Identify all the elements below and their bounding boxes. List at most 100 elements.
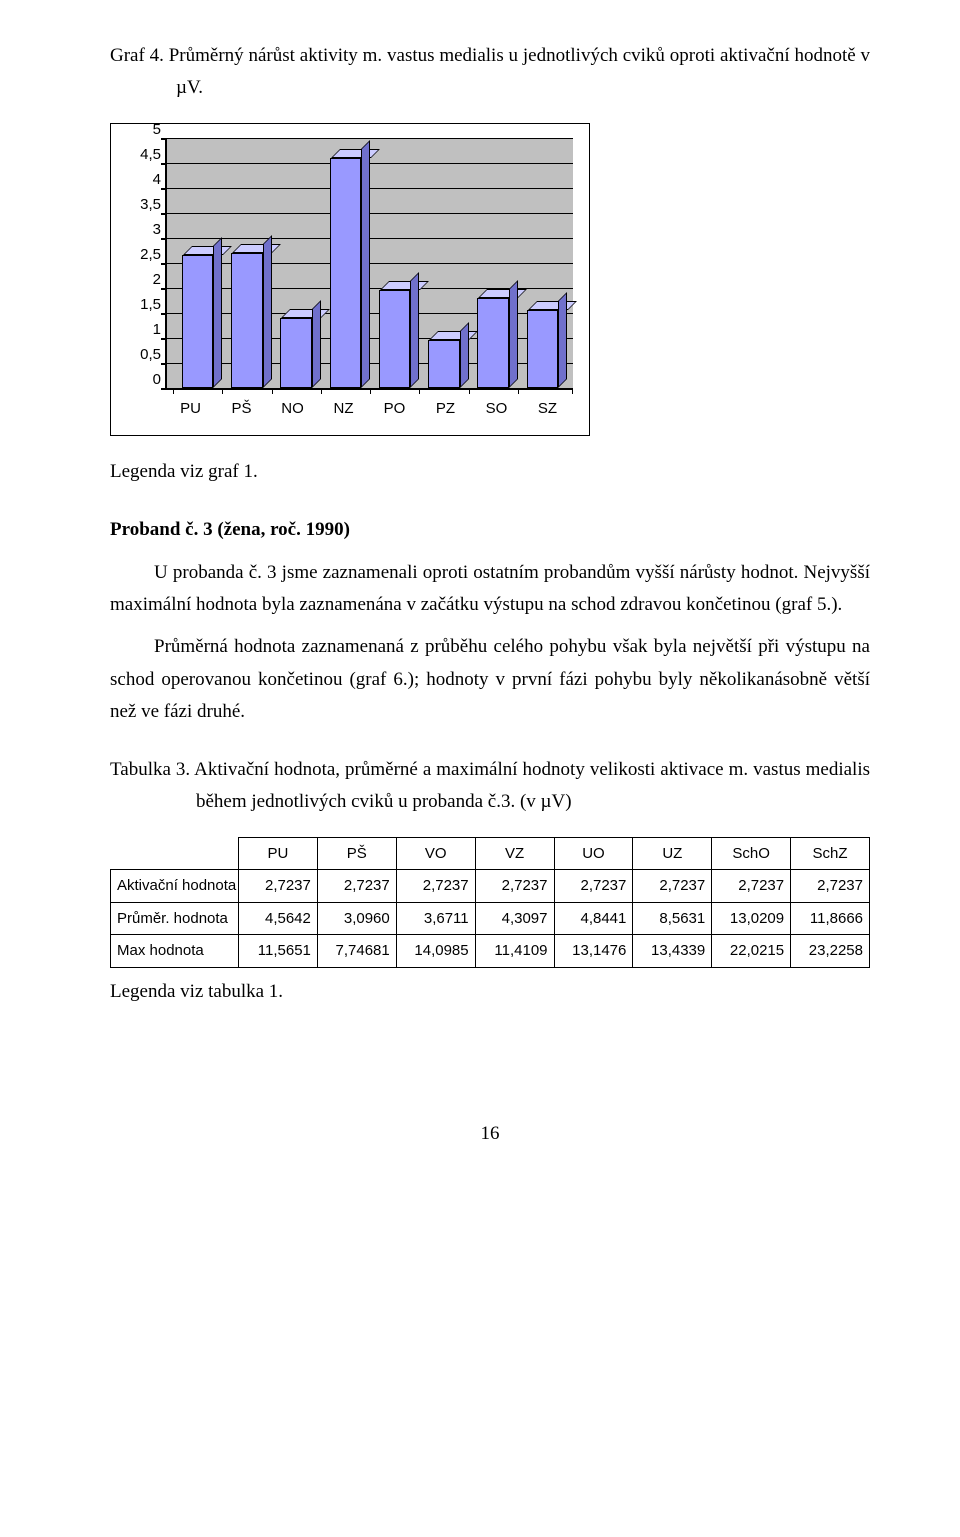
table-cell: 2,7237 xyxy=(396,870,475,903)
chart-bar-face xyxy=(280,318,312,388)
chart-bar-slot xyxy=(173,138,222,388)
legend-ref-1: Legenda viz graf 1. xyxy=(110,456,870,488)
table-cell: 2,7237 xyxy=(633,870,712,903)
chart-y-tick-mark xyxy=(161,363,167,365)
chart-bar-side xyxy=(263,235,272,388)
chart-y-tick-mark xyxy=(161,388,167,390)
table-header-cell: SchO xyxy=(712,837,791,870)
graf4-caption: Graf 4. Průměrný nárůst aktivity m. vast… xyxy=(110,40,870,105)
table-cell: 23,2258 xyxy=(791,935,870,968)
chart-bar-face xyxy=(428,340,460,388)
chart-x-tick-mark xyxy=(222,388,223,394)
chart-x-label: PO xyxy=(369,396,420,422)
chart-bar-slot xyxy=(272,138,321,388)
table-cell: 8,5631 xyxy=(633,902,712,935)
table-cell: 2,7237 xyxy=(712,870,791,903)
chart-bar-face xyxy=(182,255,214,388)
chart-y-tick-mark xyxy=(161,313,167,315)
table-cell: 13,1476 xyxy=(554,935,633,968)
chart-bar-slot xyxy=(469,138,518,388)
table-row: Aktivační hodnota2,72372,72372,72372,723… xyxy=(111,870,870,903)
chart-x-label: PZ xyxy=(420,396,471,422)
chart-bar xyxy=(330,158,362,388)
table-cell: 13,0209 xyxy=(712,902,791,935)
chart-bar-side xyxy=(509,280,518,388)
table-cell: 2,7237 xyxy=(239,870,318,903)
chart-x-tick-mark xyxy=(419,388,420,394)
chart-y-tick-mark xyxy=(161,338,167,340)
chart-bar-slot xyxy=(518,138,567,388)
table-row-label: Max hodnota xyxy=(111,935,239,968)
table-cell: 2,7237 xyxy=(791,870,870,903)
chart-y-tick-mark xyxy=(161,213,167,215)
chart-bar-face xyxy=(527,310,559,388)
chart-bar-side xyxy=(410,272,419,388)
chart-bar-side xyxy=(361,140,370,388)
table-cell: 11,8666 xyxy=(791,902,870,935)
table-header-cell: VO xyxy=(396,837,475,870)
chart-bar xyxy=(182,255,214,388)
chart-bar xyxy=(527,310,559,388)
chart-x-tick-mark xyxy=(469,388,470,394)
chart-bar-side xyxy=(213,237,222,388)
chart-bar-face xyxy=(330,158,362,388)
table-header-row: PUPŠVOVZUOUZSchOSchZ xyxy=(111,837,870,870)
table-cell: 3,0960 xyxy=(317,902,396,935)
table-cell: 7,74681 xyxy=(317,935,396,968)
table-header-blank xyxy=(111,837,239,870)
table-cell: 4,8441 xyxy=(554,902,633,935)
chart-x-tick-mark xyxy=(173,388,174,394)
chart-bar xyxy=(477,298,509,388)
body-para-2: Průměrná hodnota zaznamenaná z průběhu c… xyxy=(110,631,870,728)
table-row-label: Aktivační hodnota xyxy=(111,870,239,903)
chart-x-axis: PUPŠNONZPOPZSOSZ xyxy=(165,396,573,422)
chart-y-tick-mark xyxy=(161,188,167,190)
chart-bar xyxy=(379,290,411,388)
chart-bar-side xyxy=(558,292,567,388)
table-row-label: Průměr. hodnota xyxy=(111,902,239,935)
chart-bar xyxy=(428,340,460,388)
chart-bar-top xyxy=(528,301,577,310)
chart-x-label: NZ xyxy=(318,396,369,422)
table-cell: 2,7237 xyxy=(475,870,554,903)
chart-y-axis: 54,543,532,521,510,50 xyxy=(127,138,161,388)
chart-x-tick-mark xyxy=(572,388,573,394)
body-para-1: U probanda č. 3 jsme zaznamenali oproti … xyxy=(110,557,870,622)
table-cell: 22,0215 xyxy=(712,935,791,968)
chart-bar-slot xyxy=(321,138,370,388)
chart-x-label: PU xyxy=(165,396,216,422)
chart-bar-slot xyxy=(370,138,419,388)
table-header-cell: SchZ xyxy=(791,837,870,870)
chart-y-tick-mark xyxy=(161,288,167,290)
chart: 54,543,532,521,510,50 PUPŠNONZPOPZSOSZ xyxy=(110,123,590,437)
chart-x-tick-mark xyxy=(518,388,519,394)
table-header-cell: UZ xyxy=(633,837,712,870)
chart-x-tick-mark xyxy=(370,388,371,394)
table-cell: 11,4109 xyxy=(475,935,554,968)
chart-bar-face xyxy=(477,298,509,388)
chart-bar-slot xyxy=(222,138,271,388)
chart-x-label: SO xyxy=(471,396,522,422)
table-cell: 2,7237 xyxy=(554,870,633,903)
chart-container: 54,543,532,521,510,50 PUPŠNONZPOPZSOSZ xyxy=(110,123,870,437)
table-cell: 4,5642 xyxy=(239,902,318,935)
chart-bar-face xyxy=(379,290,411,388)
table-header-cell: UO xyxy=(554,837,633,870)
table-row: Max hodnota11,56517,7468114,098511,41091… xyxy=(111,935,870,968)
chart-bars xyxy=(167,138,573,388)
legend-ref-2: Legenda viz tabulka 1. xyxy=(110,976,870,1008)
chart-x-tick-mark xyxy=(321,388,322,394)
chart-y-tick-mark xyxy=(161,163,167,165)
table-header-cell: PŠ xyxy=(317,837,396,870)
chart-bar xyxy=(280,318,312,388)
table-body: Aktivační hodnota2,72372,72372,72372,723… xyxy=(111,870,870,968)
chart-x-label: SZ xyxy=(522,396,573,422)
table-cell: 3,6711 xyxy=(396,902,475,935)
page-number: 16 xyxy=(110,1118,870,1150)
table-cell: 2,7237 xyxy=(317,870,396,903)
data-table: PUPŠVOVZUOUZSchOSchZ Aktivační hodnota2,… xyxy=(110,837,870,968)
table-header-cell: VZ xyxy=(475,837,554,870)
table-cell: 11,5651 xyxy=(239,935,318,968)
chart-y-tick-mark xyxy=(161,238,167,240)
chart-y-tick-mark xyxy=(161,138,167,140)
